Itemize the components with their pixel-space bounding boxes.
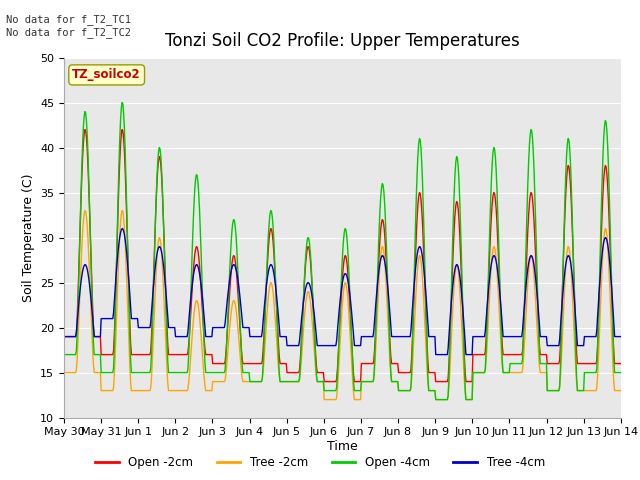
Legend: Open -2cm, Tree -2cm, Open -4cm, Tree -4cm: Open -2cm, Tree -2cm, Open -4cm, Tree -4… [90, 452, 550, 474]
Text: TZ_soilco2: TZ_soilco2 [72, 68, 141, 82]
Line: Tree -4cm: Tree -4cm [64, 228, 621, 355]
Title: Tonzi Soil CO2 Profile: Upper Temperatures: Tonzi Soil CO2 Profile: Upper Temperatur… [165, 33, 520, 50]
Open -2cm [81, 127, 89, 132]
Line: Open -4cm: Open -4cm [64, 103, 621, 399]
Open -4cm [411, 250, 419, 255]
Tree -4cm [432, 352, 440, 358]
Tree -2cm [428, 388, 436, 394]
Open -2cm [428, 370, 436, 375]
Tree -4cm [60, 334, 68, 339]
Open -4cm [185, 352, 193, 358]
Open -4cm [118, 100, 126, 106]
Open -4cm [617, 370, 625, 375]
Open -2cm [128, 352, 136, 358]
Tree -2cm [214, 379, 222, 384]
Open -4cm [214, 370, 222, 375]
Open -2cm [321, 379, 328, 384]
Open -2cm [185, 342, 193, 348]
Tree -2cm [128, 388, 136, 394]
Tree -4cm [617, 334, 625, 339]
Open -4cm [70, 352, 78, 358]
Tree -2cm [617, 388, 625, 394]
Open -4cm [60, 352, 68, 358]
Open -4cm [428, 388, 435, 394]
Tree -4cm [185, 320, 193, 325]
Tree -2cm [185, 380, 193, 385]
X-axis label: Time: Time [327, 440, 358, 453]
Open -4cm [128, 370, 136, 375]
Tree -4cm [128, 316, 136, 322]
Line: Open -2cm: Open -2cm [64, 130, 621, 382]
Open -2cm [60, 334, 68, 339]
Open -2cm [412, 250, 419, 255]
Y-axis label: Soil Temperature (C): Soil Temperature (C) [22, 173, 35, 302]
Tree -2cm [412, 298, 419, 303]
Tree -4cm [70, 334, 78, 339]
Tree -4cm [118, 226, 126, 231]
Tree -4cm [411, 274, 419, 279]
Text: No data for f_T2_TC1
No data for f_T2_TC2: No data for f_T2_TC1 No data for f_T2_TC… [6, 14, 131, 38]
Tree -2cm [70, 370, 78, 375]
Tree -2cm [321, 396, 328, 402]
Line: Tree -2cm: Tree -2cm [64, 211, 621, 399]
Open -2cm [617, 361, 625, 367]
Open -2cm [70, 334, 78, 339]
Open -2cm [214, 361, 222, 367]
Tree -2cm [81, 208, 89, 214]
Tree -2cm [60, 370, 68, 375]
Open -4cm [432, 396, 440, 402]
Tree -4cm [428, 334, 435, 339]
Tree -4cm [214, 324, 222, 330]
